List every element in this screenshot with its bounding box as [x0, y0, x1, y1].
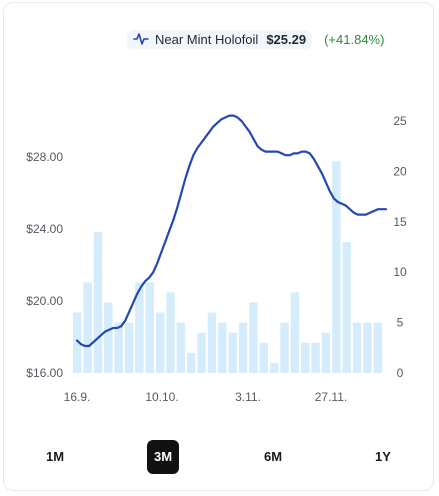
volume-bar [352, 322, 362, 373]
volume-bar [124, 322, 134, 373]
y-right-tick-label: 25 [393, 114, 407, 128]
price-series-line [75, 114, 388, 348]
y-right-tick-label: 5 [397, 316, 404, 330]
volume-bar [363, 322, 372, 373]
volume-bar [197, 332, 206, 373]
volume-bar [332, 161, 341, 373]
volume-bar [373, 322, 382, 373]
y-right-tick-label: 0 [397, 366, 404, 380]
x-tick-label: 27.11. [315, 390, 347, 404]
x-axis: 16.9. 10.10. 3.11. 27.11. [64, 390, 348, 404]
volume-bar [83, 282, 92, 373]
tab-1y[interactable]: 1Y [375, 449, 391, 464]
chart-legend: Near Mint Holofoil $25.29 (+41.84%) [127, 28, 384, 50]
volume-bar [104, 302, 113, 373]
x-tick-label: 16.9. [64, 390, 91, 404]
volume-bar [249, 302, 258, 373]
volume-bar [176, 322, 186, 373]
tab-6m[interactable]: 6M [263, 449, 283, 464]
volume-bar [228, 332, 237, 373]
y-right-axis: 25 20 15 10 5 0 [393, 114, 407, 380]
volume-bar [207, 312, 217, 373]
legend-series-name: Near Mint Holofoil [155, 31, 259, 47]
volume-bar [321, 332, 331, 373]
volume-bar [145, 282, 154, 373]
volume-bar [73, 312, 82, 373]
volume-bar [187, 352, 196, 373]
volume-bar [218, 322, 227, 373]
volume-bar [135, 282, 144, 373]
volume-bar [238, 322, 248, 373]
x-tick-label: 3.11. [235, 390, 261, 404]
y-right-tick-label: 15 [393, 215, 407, 229]
y-left-axis: $28.00 $24.00 $20.00 $16.00 [26, 150, 63, 380]
y-left-tick-label: $24.00 [26, 222, 63, 236]
y-left-tick-label: $16.00 [26, 366, 63, 380]
y-right-tick-label: 10 [393, 265, 407, 279]
timeframe-tabs: 1M 3M 6M 1Y [0, 440, 439, 474]
volume-bar [155, 312, 165, 373]
tab-1m[interactable]: 1M [45, 449, 65, 464]
legend-series-chip[interactable]: Near Mint Holofoil $25.29 [127, 29, 313, 49]
legend-current-price: $25.29 [266, 31, 307, 47]
volume-bar [311, 342, 320, 373]
volume-bar [114, 322, 123, 373]
volume-bar [342, 241, 351, 373]
volume-bar [290, 292, 300, 373]
x-tick-label: 10.10. [145, 390, 178, 404]
volume-bar [166, 292, 175, 373]
tab-3m[interactable]: 3M [147, 440, 179, 474]
price-volume-chart: $28.00 $24.00 $20.00 $16.00 25 20 15 10 5 0 16.9… [26, 114, 407, 404]
volume-bars [73, 161, 382, 373]
price-line-group [75, 114, 388, 348]
volume-bar [93, 231, 103, 373]
price-history-card [3, 2, 434, 491]
y-left-tick-label: $28.00 [26, 150, 63, 164]
line-chart-icon [133, 33, 149, 45]
legend-price-change: (+41.84%) [324, 31, 385, 47]
y-left-tick-label: $20.00 [26, 294, 63, 308]
volume-bar [280, 322, 289, 373]
volume-bar [259, 342, 268, 373]
y-right-tick-label: 20 [393, 164, 407, 178]
volume-bar [301, 342, 310, 373]
volume-bar [269, 362, 279, 373]
